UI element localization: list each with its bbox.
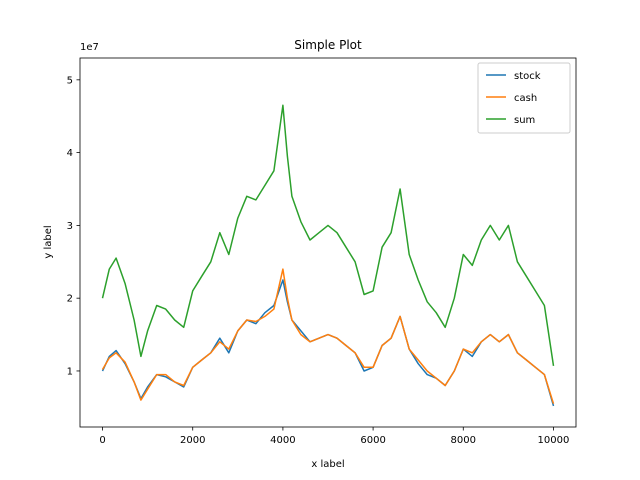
y-tick-label: 2 — [67, 294, 73, 305]
x-axis-label: x label — [311, 459, 344, 470]
legend-label-cash: cash — [514, 93, 537, 104]
y-offset-text: 1e7 — [80, 42, 99, 53]
legend-label-stock: stock — [514, 71, 541, 82]
axes-frame — [79, 57, 577, 428]
chart-title: Simple Plot — [294, 38, 362, 52]
series-line-sum — [101, 104, 555, 367]
y-tick-label: 5 — [67, 75, 73, 86]
x-tick-label: 2000 — [180, 435, 205, 446]
legend-box — [477, 62, 571, 134]
y-tick-label: 4 — [67, 148, 73, 159]
legend: stock cash sum — [477, 62, 571, 134]
x-tick-label: 0 — [99, 435, 105, 446]
x-tick-label: 8000 — [451, 435, 476, 446]
x-tick-label: 10000 — [538, 435, 570, 446]
legend-label-sum: sum — [514, 115, 535, 126]
y-tick-label: 1 — [67, 366, 73, 377]
series-layer — [101, 104, 555, 407]
x-tick-label: 4000 — [270, 435, 295, 446]
y-ticks: 1 2 3 4 5 — [67, 75, 80, 377]
series-line-cash — [101, 268, 555, 404]
y-tick-label: 3 — [67, 221, 73, 232]
x-tick-label: 6000 — [360, 435, 385, 446]
y-axis-label: y label — [43, 225, 54, 258]
x-ticks: 0 2000 4000 6000 8000 10000 — [99, 427, 569, 446]
